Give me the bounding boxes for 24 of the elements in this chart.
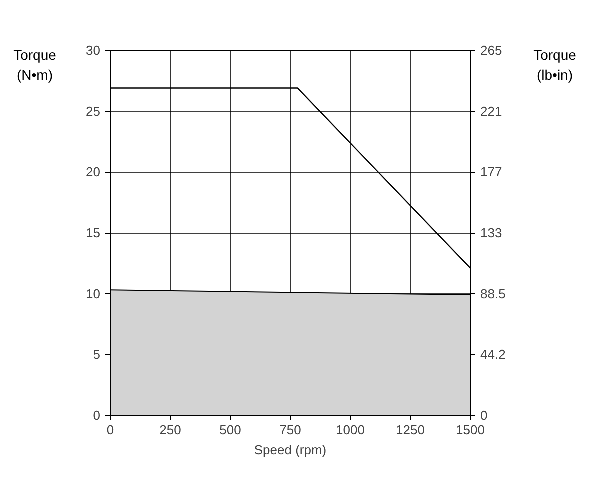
y2-tick-label: 221: [480, 104, 502, 119]
x-tick-label: 500: [220, 422, 242, 438]
y-tick-label: 15: [86, 226, 101, 240]
y-tick-label: 0: [93, 408, 101, 423]
y-axis-title: Torque (N•m): [14, 46, 56, 85]
y2-tick-label: 265: [480, 43, 502, 58]
y2-tick-label: 88.5: [480, 286, 506, 302]
x-tick-label: 1250: [396, 422, 425, 438]
y-tick-label: 20: [86, 164, 101, 180]
x-tick-label: 1000: [336, 422, 365, 438]
x-tick-label: 0: [106, 422, 114, 438]
y2-tick-label: 0: [480, 408, 488, 423]
x-axis-title: Speed (rpm): [254, 442, 327, 458]
y-tick-label: 5: [93, 347, 101, 362]
y2-axis-title: Torque (lb•in): [534, 46, 576, 85]
y2-tick-label: 44.2: [480, 347, 506, 362]
y-tick-label: 25: [86, 104, 101, 119]
y-tick-label: 30: [86, 43, 101, 58]
x-tick-label: 750: [280, 422, 302, 438]
y2-tick-label: 133: [480, 226, 502, 240]
y2-tick-label: 177: [480, 164, 502, 180]
x-tick-label: 250: [160, 422, 182, 438]
y-tick-label: 10: [86, 286, 101, 302]
x-tick-label: 1500: [456, 422, 485, 438]
